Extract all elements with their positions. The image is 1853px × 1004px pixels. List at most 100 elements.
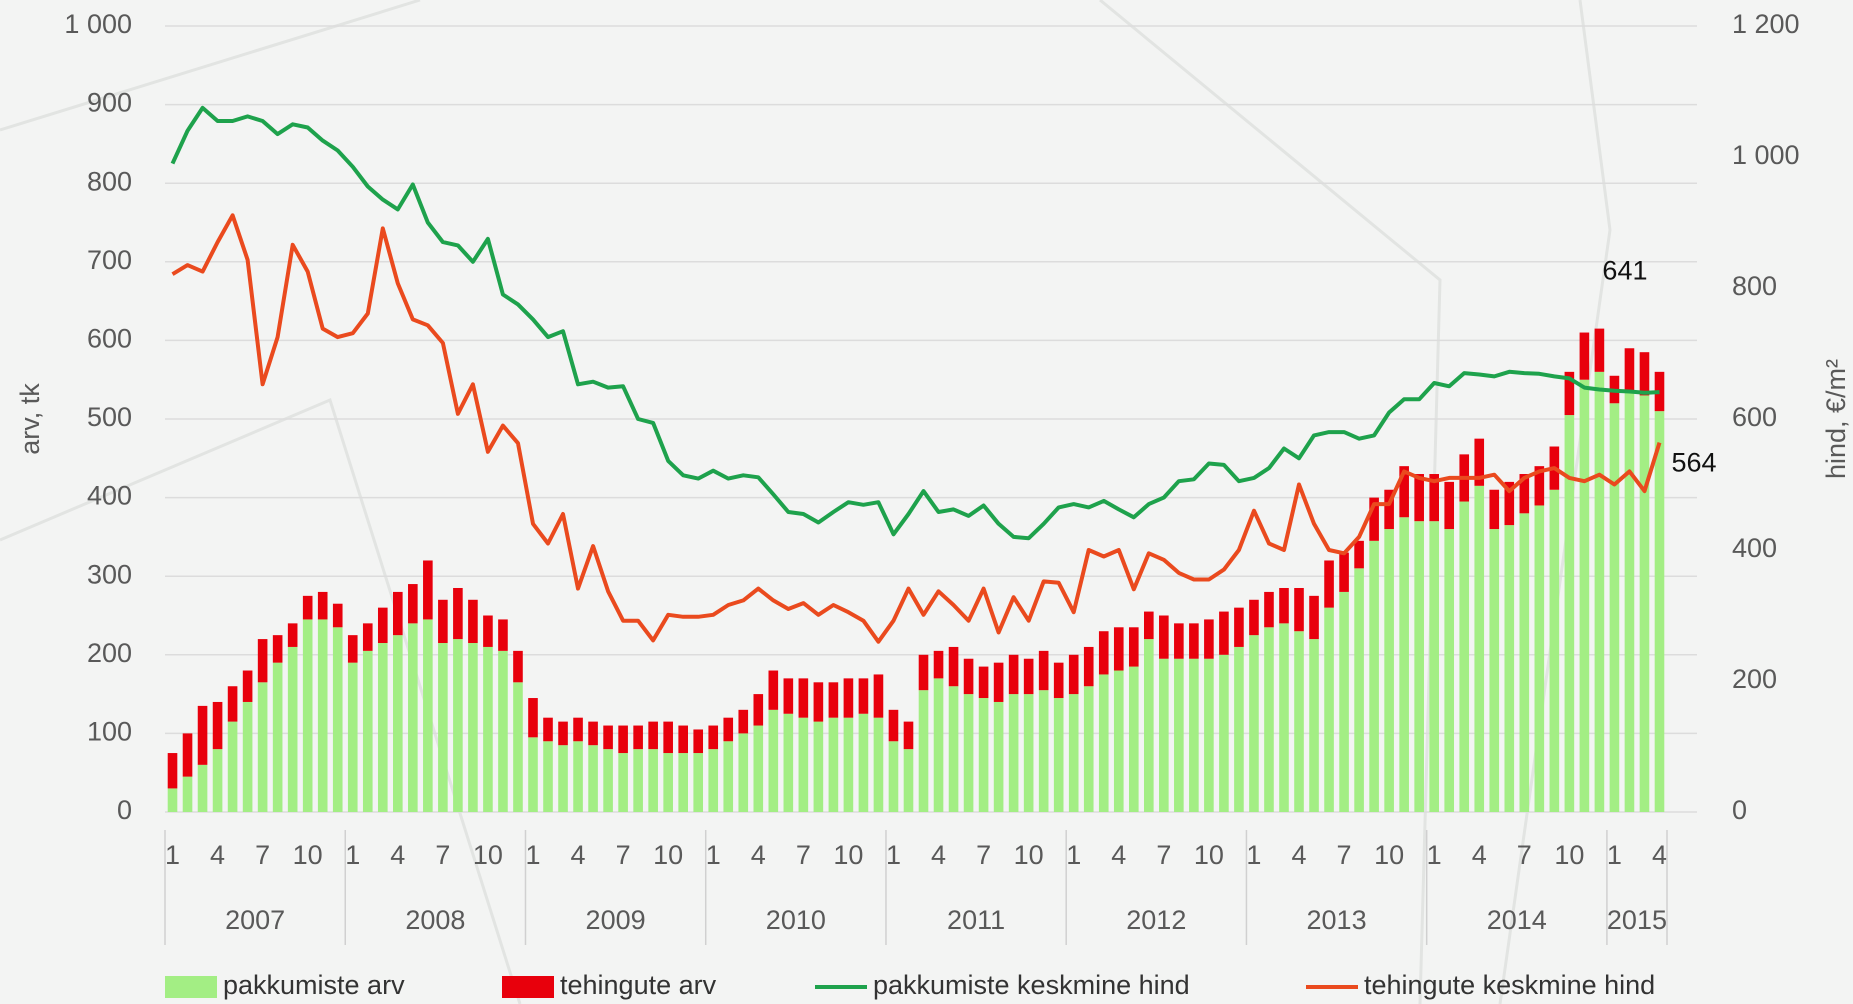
bar bbox=[453, 639, 463, 812]
x-tick-label: 10 bbox=[473, 840, 503, 870]
legend-label: pakkumiste keskmine hind bbox=[873, 970, 1190, 1000]
bar bbox=[513, 650, 523, 683]
bar bbox=[1053, 698, 1064, 812]
bar bbox=[813, 682, 824, 722]
bar bbox=[888, 709, 899, 742]
bar bbox=[1324, 607, 1334, 812]
bar bbox=[1128, 666, 1139, 812]
x-tick-label: 4 bbox=[571, 840, 586, 870]
bar bbox=[408, 623, 418, 812]
bar bbox=[858, 713, 869, 812]
bar bbox=[693, 753, 704, 812]
bar bbox=[1219, 611, 1229, 655]
y-tick-label: 100 bbox=[87, 717, 132, 747]
bar bbox=[753, 725, 764, 812]
bar bbox=[1113, 627, 1124, 671]
bar bbox=[768, 709, 779, 812]
bar bbox=[1354, 568, 1364, 812]
x-tick-label: 4 bbox=[1291, 840, 1306, 870]
bar bbox=[1098, 631, 1109, 675]
x-tick-label: 7 bbox=[1337, 840, 1352, 870]
bar bbox=[663, 753, 673, 812]
bar bbox=[858, 678, 869, 714]
bar bbox=[798, 717, 809, 812]
bar bbox=[272, 635, 283, 663]
bar bbox=[708, 725, 719, 750]
bar bbox=[1144, 611, 1154, 640]
bar bbox=[242, 701, 253, 812]
bar bbox=[768, 670, 779, 710]
x-tick-label: 10 bbox=[1554, 840, 1584, 870]
bar bbox=[648, 721, 658, 750]
bar bbox=[1008, 694, 1019, 812]
year-label: 2015 bbox=[1607, 905, 1667, 935]
bar bbox=[678, 753, 688, 812]
bar bbox=[362, 650, 373, 812]
bar bbox=[1264, 627, 1274, 812]
x-tick-label: 4 bbox=[1111, 840, 1126, 870]
x-tick-label: 7 bbox=[1156, 840, 1171, 870]
y-tick-label: 1 000 bbox=[64, 9, 132, 39]
bar bbox=[1429, 521, 1439, 812]
year-label: 2012 bbox=[1126, 905, 1186, 935]
bar bbox=[1654, 371, 1665, 412]
y-tick-label: 800 bbox=[87, 166, 132, 196]
bar bbox=[633, 749, 643, 812]
bar bbox=[1234, 607, 1244, 647]
x-tick-label: 1 bbox=[706, 840, 721, 870]
bar bbox=[167, 788, 178, 812]
bar bbox=[1264, 591, 1274, 628]
bar bbox=[1429, 474, 1439, 522]
bar bbox=[167, 753, 178, 789]
bar bbox=[1219, 654, 1229, 812]
bar bbox=[182, 733, 193, 777]
y2-tick-label: 1 000 bbox=[1732, 140, 1800, 170]
bar bbox=[332, 603, 343, 628]
bar bbox=[1399, 517, 1409, 812]
bar bbox=[1459, 501, 1470, 812]
x-tick-label: 7 bbox=[796, 840, 811, 870]
y-tick-label: 300 bbox=[87, 559, 132, 589]
bar bbox=[1249, 599, 1259, 636]
bar bbox=[1279, 623, 1289, 812]
bar bbox=[1399, 466, 1409, 518]
bar bbox=[1624, 391, 1635, 812]
y2-tick-label: 600 bbox=[1732, 402, 1777, 432]
legend-swatch bbox=[502, 976, 554, 998]
bar bbox=[1519, 513, 1530, 812]
x-tick-label: 10 bbox=[1014, 840, 1044, 870]
bar bbox=[663, 721, 673, 754]
bar bbox=[317, 591, 328, 620]
bar bbox=[588, 721, 598, 746]
bar bbox=[618, 725, 628, 754]
y2-tick-label: 200 bbox=[1732, 664, 1777, 694]
x-tick-label: 10 bbox=[1374, 840, 1404, 870]
bar bbox=[1174, 623, 1184, 659]
bar bbox=[543, 717, 553, 742]
x-tick-label: 7 bbox=[1517, 840, 1532, 870]
bar bbox=[753, 694, 764, 726]
y-tick-label: 500 bbox=[87, 402, 132, 432]
bar bbox=[1279, 587, 1289, 624]
bar bbox=[257, 639, 268, 683]
y2-tick-label: 1 200 bbox=[1732, 9, 1800, 39]
bar bbox=[483, 615, 493, 647]
year-label: 2009 bbox=[586, 905, 646, 935]
bar bbox=[948, 686, 959, 812]
bar bbox=[783, 678, 794, 714]
x-tick-label: 10 bbox=[653, 840, 683, 870]
legend-label: pakkumiste arv bbox=[223, 970, 405, 1000]
bar bbox=[978, 698, 989, 812]
bar bbox=[1234, 646, 1244, 812]
bar bbox=[1414, 474, 1424, 522]
bar bbox=[1489, 529, 1500, 812]
bar bbox=[1068, 694, 1079, 812]
bar bbox=[468, 599, 478, 644]
bar bbox=[453, 587, 463, 640]
bar bbox=[1068, 654, 1079, 695]
x-tick-label: 7 bbox=[976, 840, 991, 870]
bar bbox=[1564, 371, 1575, 416]
bar bbox=[558, 745, 568, 812]
bar bbox=[828, 717, 839, 812]
